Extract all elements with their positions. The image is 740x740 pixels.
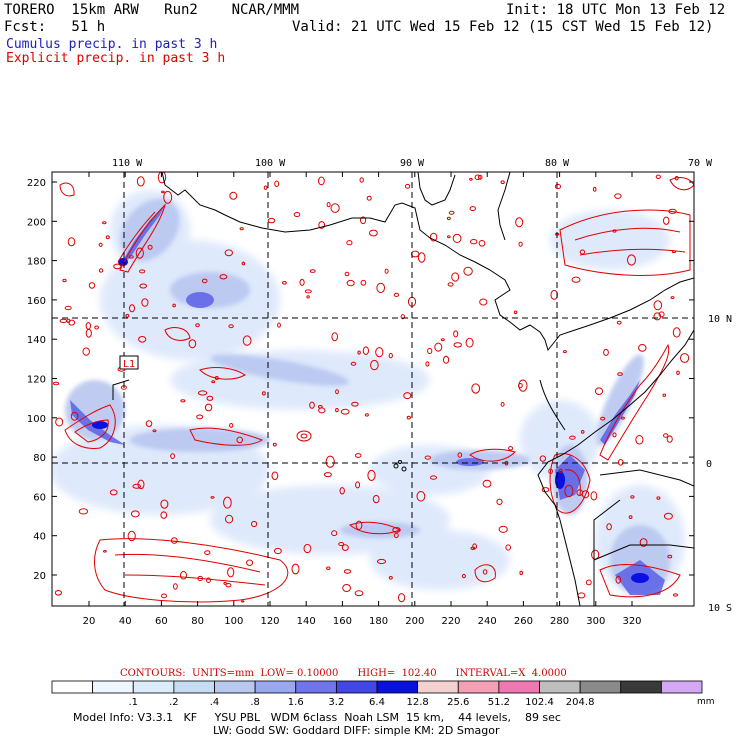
x-tick-label: 80 [191, 616, 204, 627]
colorbar-label: .2 [169, 697, 179, 708]
low-marker: L1 [123, 359, 135, 370]
x-tick-label: 260 [514, 616, 533, 627]
colorbar-swatch [295, 680, 337, 694]
y-tick-label: 200 [27, 217, 46, 228]
lon-label-80w: 80 W [545, 158, 570, 169]
x-tick-label: 40 [119, 616, 132, 627]
y-tick-label: 100 [27, 414, 46, 425]
colorbar-swatch [132, 680, 175, 694]
colorbar-swatch [254, 680, 297, 694]
forecast-hour: Fcst: 51 h [4, 19, 106, 35]
colorbar-label: .4 [210, 697, 220, 708]
x-tick-label: 160 [333, 616, 352, 627]
x-tick-label: 240 [478, 616, 497, 627]
valid-time: Valid: 21 UTC Wed 15 Feb 12 (15 CST Wed … [292, 19, 714, 35]
colorbar-swatch [498, 680, 540, 694]
x-tick-label: 140 [297, 616, 316, 627]
contour-info: CONTOURS: UNITS=mm LOW= 0.10000 HIGH= 10… [120, 668, 567, 679]
x-tick-label: 320 [622, 616, 641, 627]
colorbar-swatch [214, 680, 256, 694]
colorbar-label: .1 [128, 697, 138, 708]
y-tick-label: 40 [33, 532, 46, 543]
colorbar-label: 6.4 [369, 697, 385, 708]
colorbar-swatch [660, 680, 703, 694]
lon-label-90w: 90 W [400, 158, 425, 169]
init-time: Init: 18 UTC Mon 13 Feb 12 [506, 2, 726, 18]
x-tick-label: 200 [405, 616, 424, 627]
colorbar-unit: mm [697, 697, 715, 707]
y-tick-label: 80 [33, 453, 46, 464]
lat-label-10n: 10 N [708, 314, 732, 325]
colorbar-label: 204.8 [566, 697, 595, 708]
lon-label-110w: 110 W [112, 158, 143, 169]
colorbar-label: 3.2 [328, 697, 344, 708]
lat-label-0: 0 [706, 459, 712, 470]
y-tick-label: 140 [27, 335, 46, 346]
plot-frame [51, 171, 695, 607]
colorbar-label: 1.6 [288, 697, 304, 708]
x-tick-label: 220 [441, 616, 460, 627]
lat-label-10s: 10 S [708, 603, 732, 614]
y-tick-label: 60 [33, 492, 46, 503]
colorbar-label: 51.2 [488, 697, 510, 708]
colorbar-swatch [376, 680, 419, 694]
y-tick-label: 160 [27, 296, 46, 307]
physics-info: LW: Godd SW: Goddard DIFF: simple KM: 2D… [213, 724, 500, 737]
colorbar [51, 680, 703, 694]
colorbar-swatch [335, 680, 378, 694]
colorbar-swatch [173, 680, 215, 694]
x-tick-label: 180 [369, 616, 388, 627]
lon-label-100w: 100 W [255, 158, 286, 169]
colorbar-swatch [579, 680, 622, 694]
x-tick-label: 120 [260, 616, 279, 627]
y-tick-label: 180 [27, 257, 46, 268]
latlon-grid [52, 172, 694, 606]
lon-label-70w: 70 W [688, 158, 713, 169]
colorbar-label: .8 [250, 697, 260, 708]
x-tick-label: 20 [83, 616, 96, 627]
colorbar-swatch [92, 680, 134, 694]
colorbar-swatch [417, 680, 459, 694]
colorbar-swatch [51, 680, 94, 694]
colorbar-label: 12.8 [406, 697, 428, 708]
colorbar-swatch [620, 680, 662, 694]
y-tick-label: 20 [33, 571, 46, 582]
colorbar-label: 102.4 [525, 697, 554, 708]
legend-cumulus: Cumulus precip. in past 3 h [6, 37, 218, 52]
x-tick-label: 280 [550, 616, 569, 627]
x-tick-label: 60 [155, 616, 168, 627]
x-tick-label: 300 [586, 616, 605, 627]
x-tick-label: 100 [224, 616, 243, 627]
model-info: Model Info: V3.3.1 KF YSU PBL WDM 6class… [73, 711, 561, 724]
model-title: TORERO 15km ARW Run2 NCAR/MMM [4, 2, 300, 18]
colorbar-label: 25.6 [447, 697, 469, 708]
colorbar-swatch [539, 680, 581, 694]
y-tick-label: 120 [27, 375, 46, 386]
precip-field [52, 172, 694, 606]
legend-explicit: Explicit precip. in past 3 h [6, 51, 226, 66]
colorbar-swatch [457, 680, 500, 694]
y-tick-label: 220 [27, 178, 46, 189]
